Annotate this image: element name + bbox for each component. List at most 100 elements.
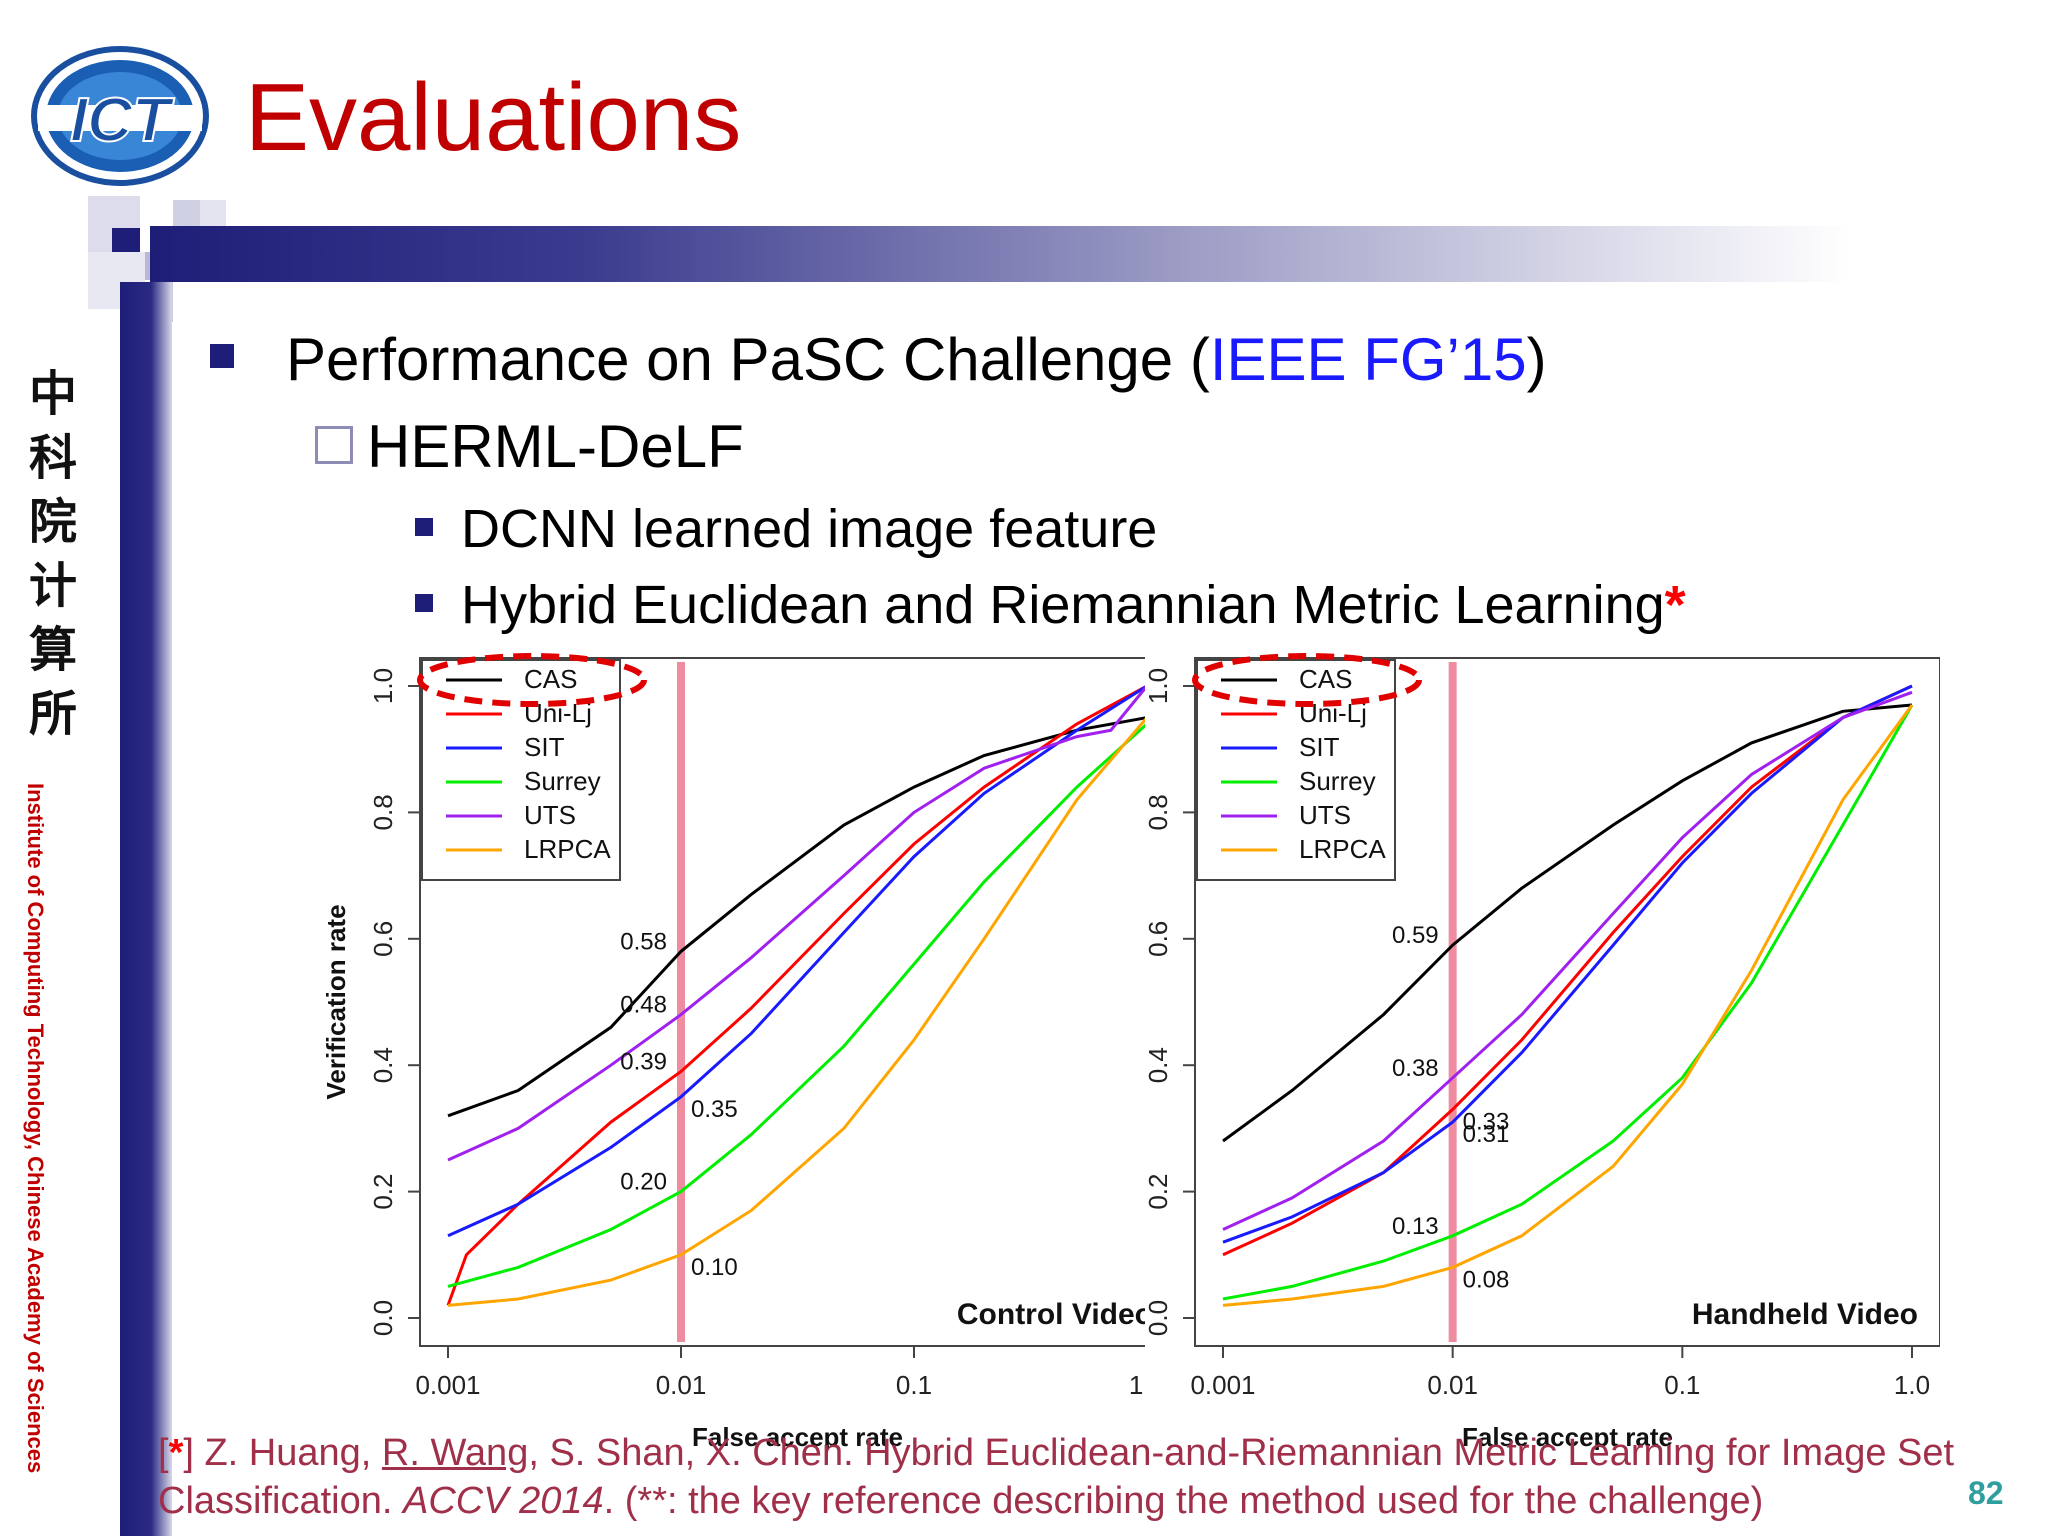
logo-text: ICT [70, 86, 175, 155]
reference-footer: [*] Z. Huang, R. Wang, S. Shan, X. Chen.… [158, 1432, 1955, 1522]
legend-box [421, 659, 621, 881]
value-annotation: 0.33 [1463, 1108, 1510, 1135]
reference-line-far-0.01 [1448, 662, 1457, 1342]
y-tick-label: 0.4 [1143, 1047, 1173, 1083]
x-axis-label: False accept rate [692, 1422, 903, 1450]
series-line-uni-lj [446, 685, 1145, 1306]
series-line-sit [1222, 684, 1913, 1244]
header-gradient-bar [150, 226, 1850, 282]
ict-logo: ICT [31, 46, 209, 186]
value-annotation: 0.59 [1392, 922, 1439, 949]
chart-control-video: 0.001 0.01 0.1 1.0 0.0 0.2 0.4 0.6 0.8 1.0 False a… [321, 653, 1145, 1450]
side-calligraphy: 中科院计算所 [29, 366, 77, 742]
bullet1-suffix: ) [1526, 326, 1547, 393]
value-annotation: 0.08 [1463, 1266, 1510, 1293]
footer-author-underlined: R. Wang [381, 1432, 529, 1474]
chart-handheld-video: 0.001 0.01 0.1 1.0 0.0 0.2 0.4 0.6 0.8 1.0 False a… [1143, 653, 1940, 1450]
footer-venue: ACCV 2014 [402, 1479, 604, 1522]
bullet-level3-b: Hybrid Euclidean and Riemannian Metric L… [415, 574, 1686, 636]
x-tick-label: 0.01 [656, 1370, 707, 1400]
ieee-fg15-link[interactable]: IEEE FG’15 [1209, 326, 1527, 393]
y-tick-label: 1.0 [1143, 668, 1173, 704]
cas-highlight-ellipse [417, 653, 647, 707]
footer-text-a: ] Z. Huang, [183, 1432, 382, 1474]
legend-label-lrpca: LRPCA [1299, 834, 1386, 864]
x-tick-label: 1.0 [1129, 1370, 1145, 1400]
x-tick-label: 0.1 [1664, 1370, 1700, 1400]
y-tick-label: 0.2 [368, 1174, 398, 1210]
x-tick-label: 1.0 [1894, 1370, 1930, 1400]
legend-label-surrey: Surrey [1299, 766, 1376, 796]
bullet-square-icon [415, 517, 433, 536]
legend-label-sit: SIT [1299, 732, 1340, 762]
x-tick-label: 0.1 [896, 1370, 932, 1400]
y-tick-label: 0.4 [368, 1047, 398, 1083]
side-calligraphy-text: 中科院计算所 [29, 366, 77, 742]
bullet-level3-a: DCNN learned image feature [415, 498, 1157, 560]
legend-label-uts: UTS [1299, 800, 1351, 830]
value-annotation: 0.48 [620, 992, 667, 1019]
value-annotation: 0.58 [620, 928, 667, 955]
value-annotation: 0.38 [1392, 1055, 1439, 1082]
legend-label-uts: UTS [524, 800, 576, 830]
y-tick-label: 0.8 [1143, 794, 1173, 830]
legend-label-sit: SIT [524, 732, 565, 762]
series-line-uts [447, 686, 1145, 1162]
cjk-char: 计 [29, 558, 77, 614]
cjk-char: 所 [29, 686, 77, 742]
y-tick-label: 0.0 [368, 1300, 398, 1336]
value-annotation: 0.35 [691, 1096, 738, 1123]
cjk-char: 院 [29, 494, 77, 550]
y-axis-label: Verification rate [321, 904, 351, 1099]
institute-name: Institute of Computing Technology, Chine… [23, 783, 48, 1474]
value-annotation: 0.10 [691, 1254, 738, 1281]
series-line-lrpca [1222, 704, 1914, 1307]
bullet3b-text: Hybrid Euclidean and Riemannian Metric L… [461, 575, 1665, 635]
page-number: 82 [1968, 1475, 2004, 1511]
side-gradient-bar [120, 282, 172, 1536]
footer-text-b: , S. Shan, X. Chen. Hybrid Euclidean-and… [158, 1432, 1955, 1522]
legend-box [1196, 659, 1396, 881]
cjk-char: 中 [29, 366, 77, 422]
value-annotation: 0.31 [1463, 1121, 1510, 1148]
panel-title: Handheld Video [1692, 1298, 1918, 1331]
x-axis-label: False accept rate [1462, 1422, 1673, 1450]
y-tick-label: 0.6 [1143, 921, 1173, 957]
bullet-level2: HERML-DeLF [315, 412, 744, 481]
footer-star: * [168, 1432, 184, 1474]
plot-frame [1194, 657, 1940, 1347]
bullet3a-text: DCNN learned image feature [461, 499, 1158, 559]
y-tick-label: 0.6 [368, 921, 398, 957]
series-line-cas [447, 716, 1145, 1118]
series-line-uni-lj [1222, 684, 1913, 1257]
slide-title: Evaluations [245, 64, 742, 171]
value-annotation: 0.20 [620, 1169, 667, 1196]
footer-text-c: . (**: the key reference describing the … [603, 1479, 1764, 1522]
series-line-lrpca [447, 717, 1145, 1307]
y-tick-label: 0.0 [1143, 1300, 1173, 1336]
cas-highlight-ellipse [1192, 653, 1422, 707]
series-line-surrey [1222, 704, 1914, 1301]
legend-label-surrey: Surrey [524, 766, 601, 796]
corner-squares-decoration [88, 196, 226, 322]
y-tick-label: 0.2 [1143, 1174, 1173, 1210]
legend-label-lrpca: LRPCA [524, 834, 611, 864]
reference-star: * [1664, 575, 1686, 635]
hollow-square-icon [315, 426, 353, 465]
cjk-char: 科 [29, 430, 77, 486]
x-tick-label: 0.01 [1427, 1370, 1478, 1400]
series-line-sit [447, 685, 1145, 1238]
series-line-surrey [447, 723, 1145, 1288]
x-tick-label: 0.001 [1190, 1370, 1255, 1400]
y-tick-label: 0.8 [368, 794, 398, 830]
y-tick-label: 1.0 [368, 668, 398, 704]
bullet-square-icon [415, 593, 433, 612]
cjk-char: 算 [29, 622, 77, 678]
legend-label-cas: CAS [1299, 664, 1352, 694]
series-line-uts [1222, 690, 1913, 1231]
reference-line-far-0.01 [677, 662, 685, 1342]
bullet1-prefix: Performance on PaSC Challenge ( [286, 326, 1210, 393]
value-annotation: 0.39 [620, 1049, 667, 1076]
series-line-cas [1222, 703, 1913, 1143]
value-annotation: 0.13 [1392, 1213, 1439, 1240]
